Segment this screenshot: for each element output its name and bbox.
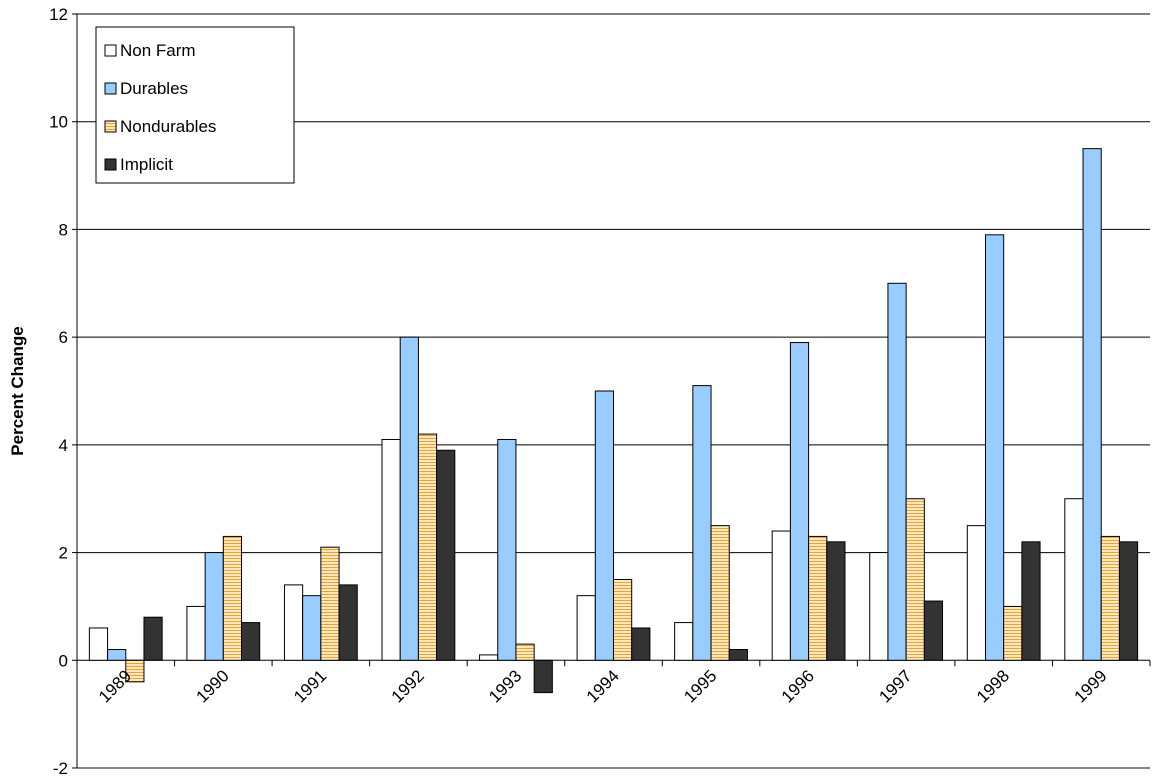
bar: [576, 595, 596, 661]
bar: [88, 627, 109, 661]
bar: [984, 234, 1005, 661]
y-tick-label: 4: [59, 436, 68, 455]
legend-label: Implicit: [120, 155, 173, 174]
legend-swatch: [104, 44, 117, 57]
bar: [204, 552, 224, 661]
bar: [710, 525, 730, 661]
bar: [338, 584, 358, 661]
y-axis-label: Percent Change: [8, 326, 27, 455]
x-tick-label: 1995: [680, 666, 720, 706]
x-tick-label: 1998: [973, 666, 1013, 706]
y-tick-label: 12: [49, 5, 68, 24]
x-tick-label: 1994: [583, 666, 623, 706]
bar: [923, 600, 944, 661]
bar: [789, 342, 810, 661]
y-tick-label: 10: [49, 113, 68, 132]
bar: [966, 525, 986, 661]
bar: [1100, 535, 1120, 661]
legend-label: Nondurables: [120, 117, 216, 136]
bar: [594, 390, 614, 661]
y-tick-label: 2: [59, 544, 68, 563]
y-tick-label: 8: [59, 220, 68, 239]
x-tick-label: 1992: [388, 666, 428, 706]
bar: [826, 541, 846, 661]
bar: [808, 535, 828, 661]
bar: [728, 649, 748, 661]
x-tick-label: 1993: [485, 666, 525, 706]
y-tick-label: 6: [59, 328, 68, 347]
bar: [241, 622, 261, 661]
bar: [302, 595, 322, 661]
bar: [887, 282, 907, 661]
legend: Non Farm Durables Nondurables Implicit: [95, 26, 295, 184]
bar: [1064, 498, 1084, 661]
bar: [436, 449, 456, 661]
y-tick-label: -2: [53, 759, 68, 778]
legend-swatch: [104, 120, 117, 133]
bars: [88, 148, 1139, 694]
bar: [479, 654, 499, 661]
x-tick-label: 1997: [875, 666, 915, 706]
bar: [320, 546, 340, 661]
bar: [1118, 541, 1139, 661]
bar: [125, 659, 145, 683]
bar: [107, 649, 127, 661]
bar: [1021, 541, 1041, 661]
y-tick-label: 0: [59, 651, 68, 670]
bar: [692, 385, 712, 661]
bar: [515, 643, 535, 661]
bar: [497, 438, 517, 661]
bar: [186, 605, 206, 661]
bar: [771, 530, 791, 661]
bar: [143, 616, 163, 661]
x-tick-label: 1990: [193, 666, 233, 706]
x-tick-label: 1991: [290, 666, 330, 706]
bar: [631, 627, 651, 661]
bar: [1003, 605, 1023, 661]
bar: [399, 336, 419, 661]
bar: [613, 579, 633, 661]
legend-label: Non Farm: [120, 41, 196, 60]
bar: [381, 438, 401, 661]
legend-swatch: [104, 82, 117, 95]
bar: [283, 584, 304, 661]
legend-label: Durables: [120, 79, 188, 98]
x-tick-label: 1999: [1070, 666, 1110, 706]
legend-swatch: [104, 158, 117, 171]
bar: [417, 433, 438, 661]
legend-box: [95, 26, 295, 184]
bar: [222, 535, 243, 661]
bar: [674, 622, 694, 661]
bar: [533, 659, 553, 694]
x-tick-label: 1996: [778, 666, 818, 706]
bar: [869, 552, 889, 661]
bar: [1082, 148, 1102, 661]
bar: [905, 498, 925, 661]
